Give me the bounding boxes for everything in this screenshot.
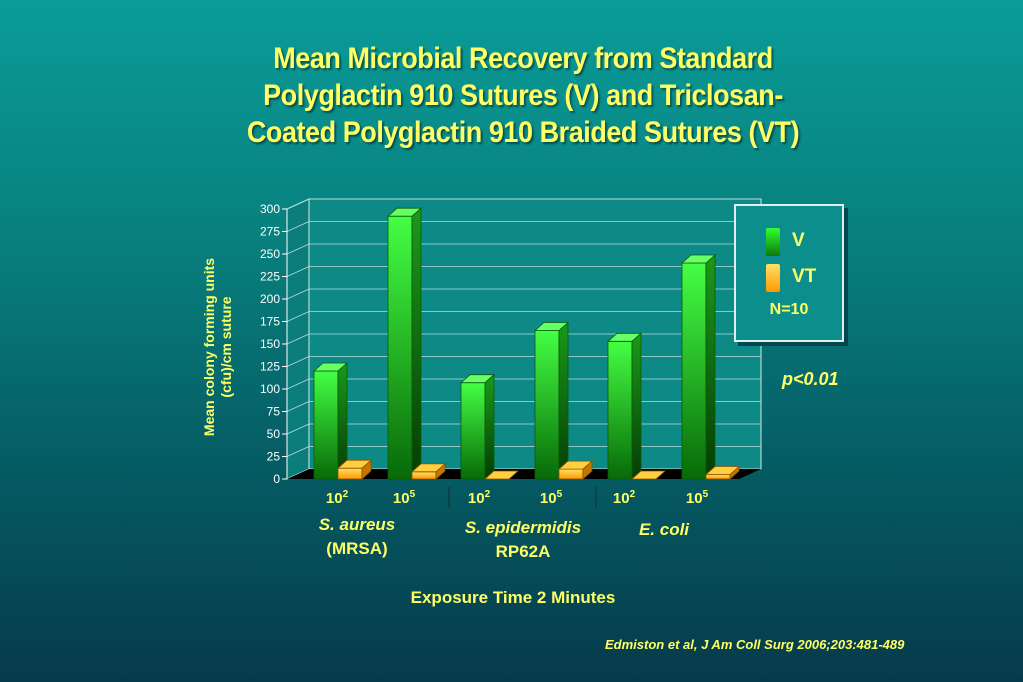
group-label-e-coli: E. coli <box>564 518 764 542</box>
legend-note: N=10 <box>769 301 809 318</box>
y-tick-label: 175 <box>260 315 280 329</box>
bar-v-top <box>606 332 643 342</box>
gridline-side <box>286 221 310 232</box>
y-tick-label: 75 <box>267 405 281 419</box>
legend-swatch-v <box>766 228 780 256</box>
x-tick-label: 105 <box>540 489 563 507</box>
gridline-side <box>286 243 310 255</box>
y-tick-label: 100 <box>260 382 280 396</box>
y-tick-label: 25 <box>267 450 281 464</box>
title-line-3: Coated Polyglactin 910 Braided Sutures (… <box>246 116 800 149</box>
y-tick-label: 150 <box>260 337 280 351</box>
legend-label-vt: VT <box>792 266 817 287</box>
bar-v-top <box>386 207 423 217</box>
gridline-side <box>286 423 310 435</box>
group-name: S. epidermidis <box>464 518 582 537</box>
y-tick-label: 225 <box>260 270 280 284</box>
legend-label-v: V <box>792 230 805 251</box>
y-axis-label: Mean colony forming units (cfu)/cm sutur… <box>201 207 235 487</box>
gridline-side <box>286 311 310 322</box>
bar-vt-top <box>630 470 667 480</box>
group-label-s-aureus: S. aureus (MRSA) <box>257 513 457 561</box>
bar-vt-top <box>704 466 741 475</box>
bar-v-side <box>705 254 716 480</box>
x-tick-label: 105 <box>393 489 416 507</box>
gridline-side <box>286 198 310 210</box>
bar-vt <box>337 467 363 480</box>
bar-vt <box>705 474 731 480</box>
chart-title: Mean Microbial Recovery from Standard Po… <box>52 40 993 151</box>
legend-swatch-vt <box>766 264 780 292</box>
bar-v-top <box>680 254 717 264</box>
title-line-1: Mean Microbial Recovery from Standard <box>273 42 773 75</box>
p-value: p<0.01 <box>782 369 839 389</box>
x-tick-label: 102 <box>613 489 636 507</box>
x-tick-label: 105 <box>686 489 709 507</box>
bar-vt <box>411 471 437 480</box>
bar-v <box>681 262 707 480</box>
bar-v-side <box>484 373 495 480</box>
group-sub: RP62A <box>495 542 551 561</box>
y-tick-label: 300 <box>260 202 280 216</box>
group-label-s-epidermidis: S. epidermidis RP62A <box>423 516 623 564</box>
gridline-side <box>286 356 310 367</box>
bar-vt-top <box>410 463 447 473</box>
bar-v-side <box>631 332 642 480</box>
bar-vt <box>558 468 584 480</box>
bar-vt-top <box>483 470 520 480</box>
y-tick-label: 0 <box>273 472 280 486</box>
gridline-side <box>286 446 310 457</box>
x-tick-label: 102 <box>468 489 491 507</box>
gridline-side <box>286 266 310 277</box>
gridline-side <box>286 288 310 300</box>
group-name: E. coli <box>638 520 690 539</box>
y-axis-label-line-2: (cfu)/cm suture <box>218 296 234 398</box>
bar-v-top <box>533 322 570 331</box>
title-line-2: Polyglactin 910 Sutures (V) and Triclosa… <box>263 79 783 112</box>
y-tick-label: 250 <box>260 247 280 261</box>
bar-vt-top <box>336 459 373 469</box>
x-axis-title: Exposure Time 2 Minutes <box>410 588 616 607</box>
bar-v <box>313 370 339 480</box>
y-tick-label: 50 <box>267 427 281 441</box>
y-tick-label: 200 <box>260 292 280 306</box>
bar-v <box>607 340 633 480</box>
group-name: S. aureus <box>318 515 396 534</box>
bar-vt-top <box>557 460 594 470</box>
bar-v-top <box>459 374 496 384</box>
gridline-side <box>286 378 310 390</box>
gridline-side <box>286 401 310 412</box>
bar-v-top <box>312 362 349 372</box>
x-tick-label: 102 <box>326 489 349 507</box>
bar-v-side <box>558 321 569 480</box>
legend: V VT N=10 <box>734 204 844 342</box>
gridline-side <box>286 333 310 345</box>
y-axis-label-line-1: Mean colony forming units <box>201 257 217 437</box>
bar-v-side <box>411 207 422 480</box>
y-tick-label: 275 <box>260 225 280 239</box>
y-tick-label: 125 <box>260 360 280 374</box>
bar-v <box>387 215 413 480</box>
group-sub: (MRSA) <box>326 539 388 558</box>
citation: Edmiston et al, J Am Coll Surg 2006;203:… <box>605 637 905 652</box>
bar-v <box>534 330 560 480</box>
bar-v <box>460 382 486 480</box>
